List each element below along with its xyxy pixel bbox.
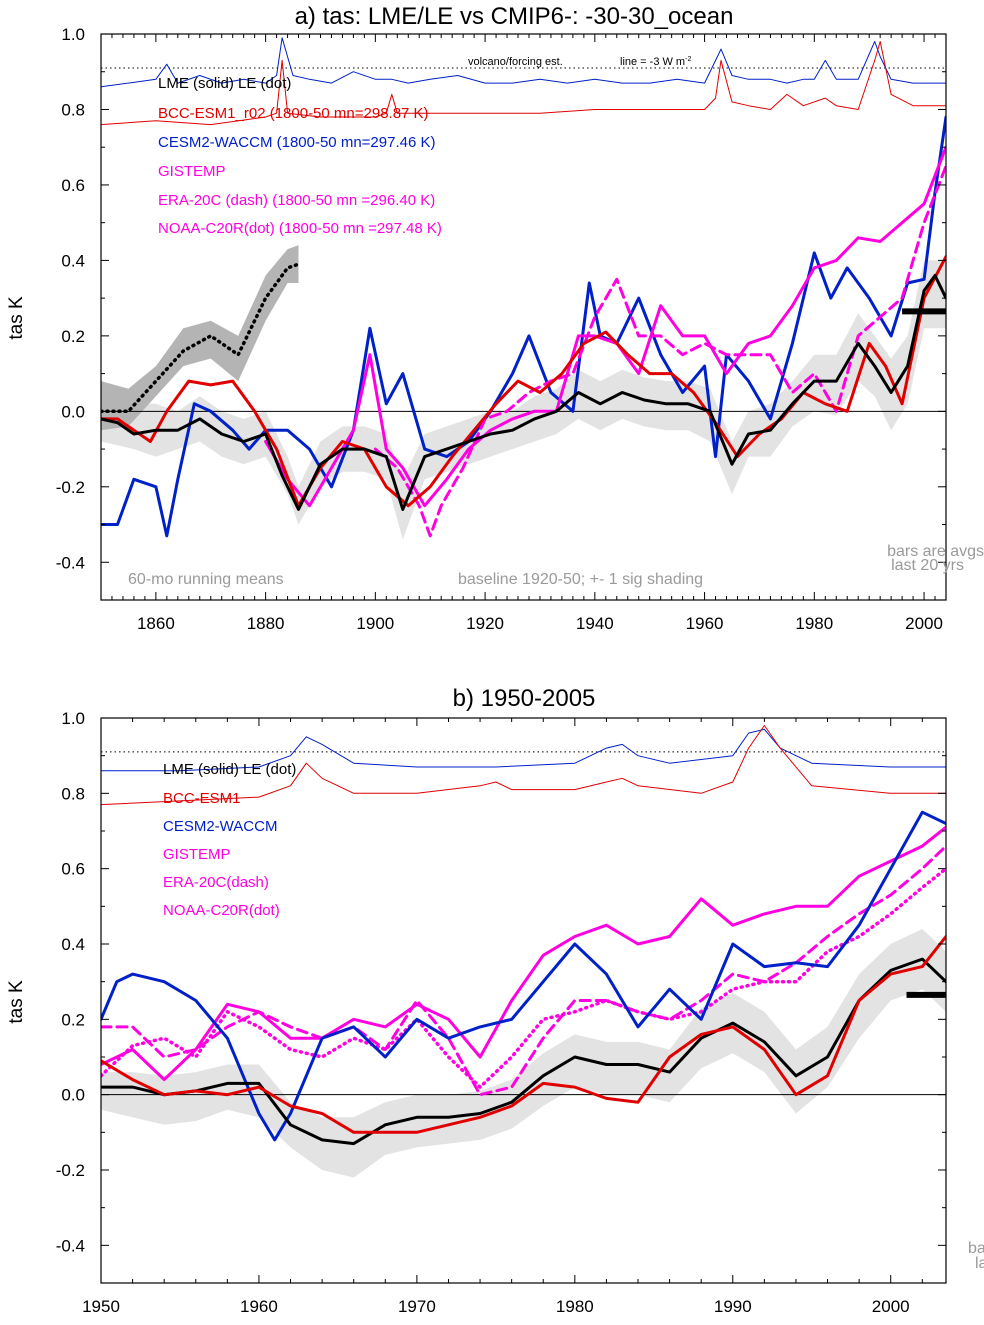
- p1-ytick-label: 0.0: [61, 1086, 85, 1105]
- panel-a-legend-1: BCC-ESM1_r02 (1800-50 mn=298.87 K): [158, 105, 429, 122]
- p0-ytick-label: 0.8: [61, 100, 85, 119]
- p1-series-line-2: [101, 810, 946, 1142]
- p0-xtick-label: 1900: [356, 614, 394, 633]
- p0-xtick-label: 1980: [795, 614, 833, 633]
- panel-b-plot: 1950 1960 1970 1980 1990 2000 -0.4 -0.2 0.0 0.2 0.…: [56, 709, 947, 1316]
- forcing-line-label-sup: -2: [685, 56, 691, 63]
- annotation-la: la: [975, 1255, 984, 1272]
- p0-xtick-label: 1960: [686, 614, 724, 633]
- p1-ytick-label: 0.8: [61, 784, 85, 803]
- forcing-label: volcano/forcing est.: [468, 56, 563, 68]
- panel-b-legend-4: ERA-20C(dash): [163, 874, 269, 891]
- panel-a-legend-3: GISTEMP: [158, 163, 226, 180]
- panel-b-legend-3: GISTEMP: [163, 846, 231, 863]
- p1-ytick-label: 0.2: [61, 1010, 85, 1029]
- p1-forcing-line-0: [101, 728, 946, 772]
- p1-lme-spread-band: [101, 928, 946, 1178]
- annotation-bars-avgs: bars are avgs: [887, 543, 984, 560]
- p0-data-area: [101, 37, 946, 540]
- p0-ytick-label: 0.4: [61, 251, 85, 270]
- p0-xtick-label: 1920: [466, 614, 504, 633]
- p0-le-spread-band: [101, 245, 299, 431]
- p0-frame: [100, 33, 947, 601]
- panel-b-legend-0: LME (solid) LE (dot): [163, 761, 296, 778]
- p1-xtick-label: 1980: [556, 1297, 594, 1316]
- panel-b: b) 1950-2005 tas K 1950 1960 1970 1980 1990 2…: [6, 685, 984, 1316]
- p1-xtick-label: 1960: [240, 1297, 278, 1316]
- p1-xtick-label: 1950: [82, 1297, 120, 1316]
- annotation-baseline: baseline 1920-50; +- 1 sig shading: [458, 571, 703, 588]
- panel-b-title: b) 1950-2005: [453, 685, 596, 712]
- p0-series-line-2: [101, 255, 946, 508]
- p1-ytick-label: 0.4: [61, 935, 85, 954]
- annotation-ba: ba: [968, 1240, 984, 1257]
- p0-ytick-label: 0.6: [61, 176, 85, 195]
- p0-lme-spread-band: [101, 260, 946, 540]
- panel-a-title: a) tas: LME/LE vs CMIP6-: -30-30_ocean: [295, 3, 734, 30]
- panel-a-legend-4: ERA-20C (dash) (1800-50 mn =296.40 K): [158, 192, 435, 209]
- p1-xtick-label: 1990: [714, 1297, 752, 1316]
- p1-series-line-4: [101, 844, 946, 1097]
- p0-series-line-1: [101, 262, 301, 414]
- p0-xtick-label: 1940: [576, 614, 614, 633]
- panel-b-legend-1: BCC-ESM1: [163, 790, 241, 807]
- p0-ytick-label: -0.4: [56, 553, 85, 572]
- p1-series-line-0: [101, 957, 946, 1146]
- p0-series-line-4: [264, 145, 946, 508]
- panel-a-legend-0: LME (solid) LE (dot): [158, 75, 291, 92]
- p0-ytick-label: -0.2: [56, 478, 85, 497]
- panel-a-ylabel: tas K: [6, 296, 27, 340]
- panel-b-ylabel: tas K: [6, 980, 27, 1024]
- panel-a-legend-5: NOAA-C20R(dot) (1800-50 mn =297.48 K): [158, 220, 442, 237]
- p0-forcing-line-0: [101, 37, 946, 88]
- p1-ytick-label: -0.2: [56, 1161, 85, 1180]
- p1-ytick-label: 1.0: [61, 709, 85, 728]
- p0-series-line-5: [373, 164, 946, 538]
- p0-ytick-label: 0.2: [61, 327, 85, 346]
- p1-data-area: [101, 725, 946, 1178]
- panel-b-legend-2: CESM2-WACCM: [163, 818, 277, 835]
- panel-a: a) tas: LME/LE vs CMIP6-: -30-30_ocean t…: [6, 3, 984, 633]
- p1-forcing-line-1: [101, 725, 946, 806]
- annotation-running-means: 60-mo running means: [128, 571, 284, 588]
- p1-series-line-3: [101, 825, 946, 1082]
- p0-ytick-label: 0.0: [61, 402, 85, 421]
- p0-series-line-3: [101, 115, 946, 538]
- p1-xtick-label: 2000: [872, 1297, 910, 1316]
- p0-ytick-label: 1.0: [61, 25, 85, 44]
- forcing-line-label: line = -3 W m-2: [620, 56, 691, 68]
- p1-xtick-label: 1970: [398, 1297, 436, 1316]
- p0-xtick-label: 2000: [905, 614, 943, 633]
- p0-xtick-label: 1880: [247, 614, 285, 633]
- forcing-line-label-text: line = -3 W m: [620, 56, 685, 68]
- panel-a-plot: 1860 1880 1900 1920 1940 1960 1980 2000 -0.4 -0.2…: [56, 25, 947, 633]
- p0-xtick-label: 1860: [137, 614, 175, 633]
- panel-b-legend-5: NOAA-C20R(dot): [163, 902, 280, 919]
- p1-ytick-label: -0.4: [56, 1236, 85, 1255]
- p1-series-line-1: [101, 935, 946, 1134]
- p1-ytick-label: 0.6: [61, 860, 85, 879]
- p0-forcing-line-1: [101, 41, 946, 126]
- annotation-last-20-yrs: last 20 yrs: [891, 557, 964, 574]
- p0-series-line-0: [101, 274, 946, 511]
- p1-frame: [100, 717, 947, 1284]
- panel-a-legend-2: CESM2-WACCM (1800-50 mn=297.46 K): [158, 134, 435, 151]
